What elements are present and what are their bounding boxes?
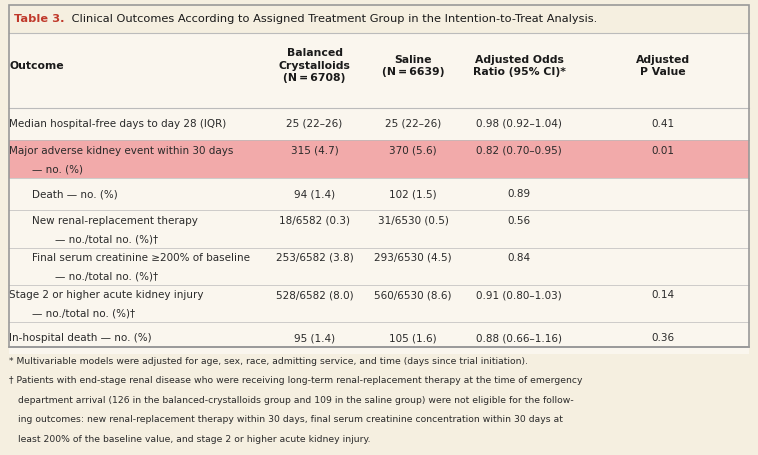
Text: 0.56: 0.56: [508, 216, 531, 226]
Text: Table 3.: Table 3.: [14, 14, 64, 24]
Text: In-hospital death — no. (%): In-hospital death — no. (%): [9, 333, 152, 343]
Bar: [9, 140, 749, 178]
Bar: [9, 210, 749, 248]
Text: — no./total no. (%)†: — no./total no. (%)†: [55, 234, 158, 244]
Text: * Multivariable models were adjusted for age, sex, race, admitting service, and : * Multivariable models were adjusted for…: [9, 357, 528, 366]
Text: Balanced
Crystalloids
(N = 6708): Balanced Crystalloids (N = 6708): [279, 48, 350, 83]
Text: 0.01: 0.01: [652, 146, 675, 156]
Text: 94 (1.4): 94 (1.4): [294, 189, 335, 199]
Text: 0.84: 0.84: [508, 253, 531, 263]
Text: 95 (1.4): 95 (1.4): [294, 333, 335, 343]
Bar: [9, 178, 749, 210]
Text: — no./total no. (%)†: — no./total no. (%)†: [55, 272, 158, 282]
Text: 31/6530 (0.5): 31/6530 (0.5): [377, 216, 449, 226]
Text: 315 (4.7): 315 (4.7): [291, 146, 338, 156]
Bar: [9, 33, 749, 108]
Text: 0.82 (0.70–0.95): 0.82 (0.70–0.95): [476, 146, 562, 156]
Bar: [9, 5, 749, 347]
Text: Median hospital-free days to day 28 (IQR): Median hospital-free days to day 28 (IQR…: [9, 119, 227, 129]
Text: 105 (1.6): 105 (1.6): [390, 333, 437, 343]
Text: Outcome: Outcome: [9, 61, 64, 71]
Text: Major adverse kidney event within 30 days: Major adverse kidney event within 30 day…: [9, 146, 233, 156]
Text: 528/6582 (8.0): 528/6582 (8.0): [276, 290, 353, 300]
Text: 0.89: 0.89: [508, 189, 531, 199]
Text: 0.36: 0.36: [652, 333, 675, 343]
Text: 0.98 (0.92–1.04): 0.98 (0.92–1.04): [476, 119, 562, 129]
Text: † Patients with end-stage renal disease who were receiving long-term renal-repla: † Patients with end-stage renal disease …: [9, 376, 583, 385]
Text: Clinical Outcomes According to Assigned Treatment Group in the Intention-to-Trea: Clinical Outcomes According to Assigned …: [68, 14, 597, 24]
Text: Saline
(N = 6639): Saline (N = 6639): [382, 55, 444, 77]
Text: ing outcomes: new renal-replacement therapy within 30 days, final serum creatini: ing outcomes: new renal-replacement ther…: [9, 415, 563, 425]
Text: New renal-replacement therapy: New renal-replacement therapy: [32, 216, 198, 226]
Text: Adjusted
P Value: Adjusted P Value: [636, 55, 691, 77]
Bar: [9, 108, 749, 140]
Text: 560/6530 (8.6): 560/6530 (8.6): [374, 290, 452, 300]
Text: 0.41: 0.41: [652, 119, 675, 129]
Text: Death — no. (%): Death — no. (%): [32, 189, 117, 199]
Text: Final serum creatinine ≥200% of baseline: Final serum creatinine ≥200% of baseline: [32, 253, 250, 263]
Bar: [9, 285, 749, 322]
Text: department arrival (126 in the balanced-crystalloids group and 109 in the saline: department arrival (126 in the balanced-…: [9, 396, 574, 405]
Text: 253/6582 (3.8): 253/6582 (3.8): [276, 253, 353, 263]
Text: 102 (1.5): 102 (1.5): [390, 189, 437, 199]
Bar: [9, 322, 749, 354]
Text: least 200% of the baseline value, and stage 2 or higher acute kidney injury.: least 200% of the baseline value, and st…: [9, 435, 371, 444]
Text: 0.14: 0.14: [652, 290, 675, 300]
Bar: [9, 5, 749, 33]
Text: — no./total no. (%)†: — no./total no. (%)†: [32, 309, 135, 319]
Text: — no. (%): — no. (%): [32, 165, 83, 175]
Text: 370 (5.6): 370 (5.6): [390, 146, 437, 156]
Text: Adjusted Odds
Ratio (95% CI)*: Adjusted Odds Ratio (95% CI)*: [473, 55, 565, 77]
Text: 18/6582 (0.3): 18/6582 (0.3): [279, 216, 350, 226]
Text: 0.88 (0.66–1.16): 0.88 (0.66–1.16): [476, 333, 562, 343]
Text: 293/6530 (4.5): 293/6530 (4.5): [374, 253, 452, 263]
Text: 25 (22–26): 25 (22–26): [385, 119, 441, 129]
Text: 0.91 (0.80–1.03): 0.91 (0.80–1.03): [476, 290, 562, 300]
Bar: [9, 248, 749, 285]
Text: Stage 2 or higher acute kidney injury: Stage 2 or higher acute kidney injury: [9, 290, 204, 300]
Text: 25 (22–26): 25 (22–26): [287, 119, 343, 129]
